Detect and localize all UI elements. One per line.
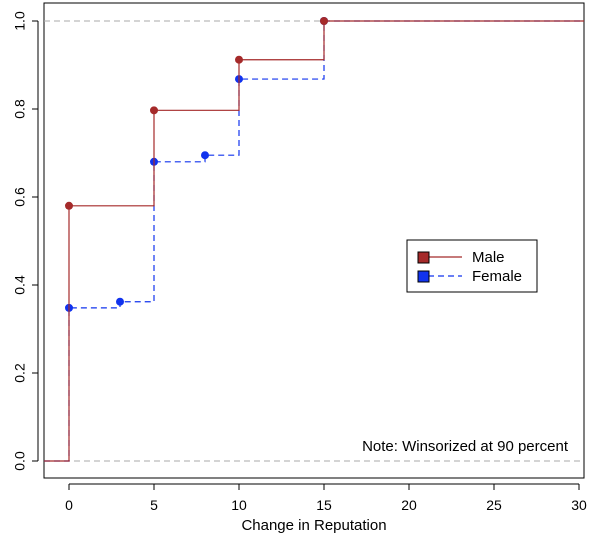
winsorized-note: Note: Winsorized at 90 percent xyxy=(362,438,569,455)
legend-label: Female xyxy=(472,268,522,285)
data-point xyxy=(150,106,158,115)
x-tick-label: 0 xyxy=(65,497,73,513)
y-tick-label: 0.0 xyxy=(12,451,28,471)
x-tick-label: 20 xyxy=(401,497,417,513)
series-line xyxy=(44,20,584,462)
y-tick-label: 0.6 xyxy=(12,187,28,207)
data-point xyxy=(201,151,209,160)
data-point xyxy=(320,17,328,25)
y-tick-label: 1.0 xyxy=(12,11,28,31)
legend-swatch xyxy=(417,270,430,283)
y-axis: 0.0 0.2 0.4 0.6 0.8 1.0 xyxy=(12,11,39,471)
y-tick-label: 0.4 xyxy=(12,275,28,295)
series-male xyxy=(44,17,584,462)
legend-item-female: Female xyxy=(417,268,522,285)
x-tick-label: 30 xyxy=(571,497,587,513)
legend: Male Female xyxy=(406,239,538,293)
y-tick-label: 0.2 xyxy=(12,363,28,383)
legend-label: Male xyxy=(472,249,505,266)
plot-frame xyxy=(43,2,585,479)
legend-box xyxy=(406,239,538,293)
y-tick-label: 0.8 xyxy=(12,99,28,119)
x-axis: 0 5 10 15 20 25 30 xyxy=(65,483,587,513)
x-tick-label: 25 xyxy=(486,497,502,513)
legend-swatch xyxy=(417,251,430,264)
series-layer xyxy=(44,17,584,462)
x-tick-label: 5 xyxy=(150,497,158,513)
x-axis-title: Change in Reputation xyxy=(241,517,386,534)
data-point xyxy=(116,297,124,306)
data-point xyxy=(235,55,243,64)
data-point xyxy=(65,201,73,210)
legend-item-male: Male xyxy=(417,249,505,266)
x-tick-label: 15 xyxy=(316,497,332,513)
x-tick-label: 10 xyxy=(231,497,247,513)
series-line xyxy=(44,20,584,462)
series-female xyxy=(44,17,584,462)
